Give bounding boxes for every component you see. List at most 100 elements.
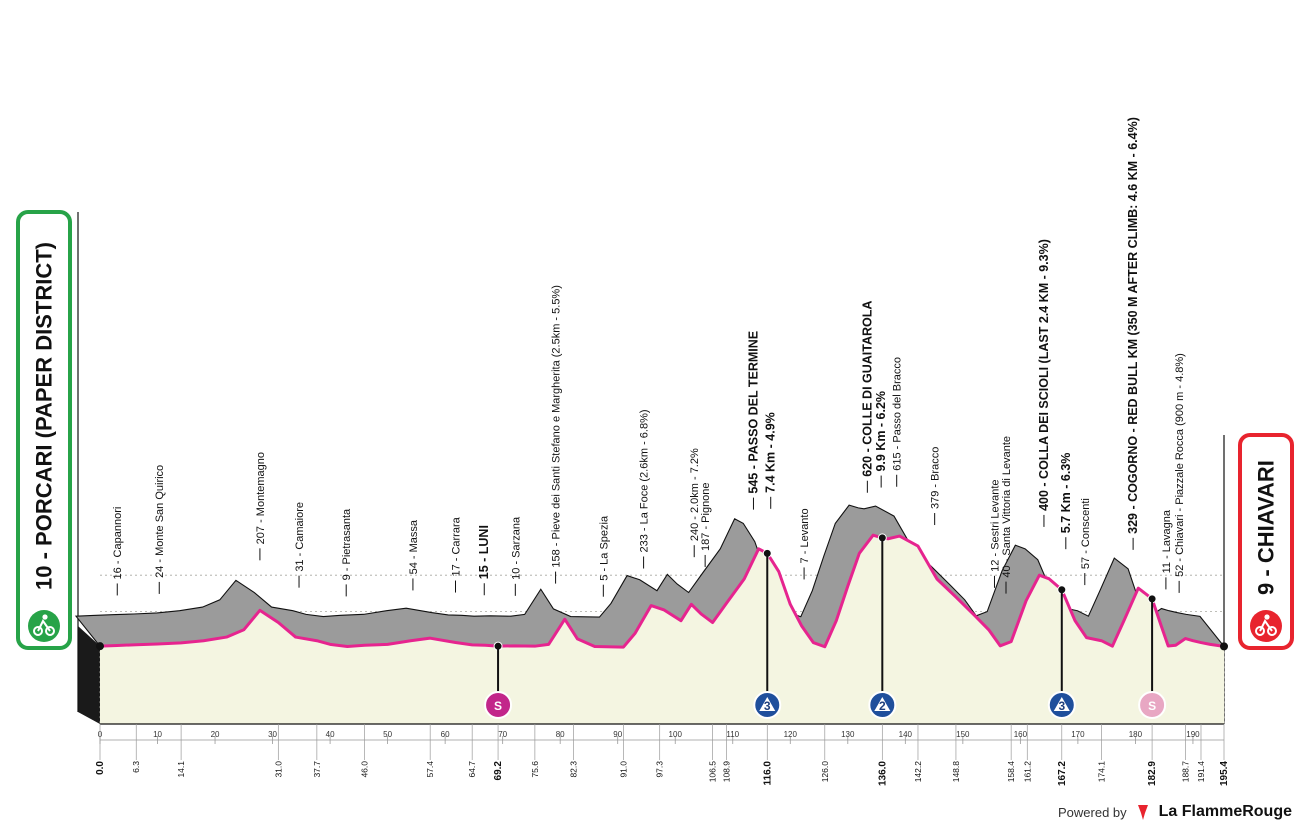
- start-dot: [96, 642, 104, 651]
- location-label: 187 - Pignone: [700, 482, 712, 551]
- waypoint-km-label: 6.3: [131, 761, 141, 773]
- waypoint-km-label: 46.0: [360, 761, 370, 778]
- location-label: 40 - Santa Vittoria di Levante: [1001, 436, 1013, 578]
- distance-tick-label: 50: [383, 730, 392, 739]
- brand-name: La FlammeRouge: [1158, 803, 1292, 820]
- location-label: 158 - Pieve dei Santi Stefano e Margheri…: [551, 285, 563, 567]
- location-label: 54 - Massa: [408, 519, 420, 574]
- location-label: 10 - Sarzana: [510, 516, 522, 580]
- waypoint-km-label: 64.7: [467, 761, 477, 778]
- waypoint-km-label: 136.0: [877, 761, 888, 786]
- distance-tick-label: 30: [268, 730, 277, 739]
- start-rider-body-icon: [37, 619, 51, 632]
- finish-rider-head-icon: [1264, 614, 1270, 620]
- waypoint-km-label: 158.4: [1006, 761, 1016, 783]
- waypoint-km-label: 191.4: [1196, 761, 1206, 783]
- distance-tick-label: 190: [1186, 730, 1200, 739]
- distance-tick-label: 170: [1071, 730, 1085, 739]
- waypoint-km-label: 142.2: [913, 761, 923, 783]
- finish-wheel-icon: [1255, 626, 1265, 636]
- waypoint-km-label: 167.2: [1057, 761, 1068, 786]
- waypoint-km-label: 82.3: [568, 761, 578, 778]
- location-label: 5 - La Spezia: [598, 515, 610, 581]
- location-label: 7 - Levanto: [799, 508, 811, 563]
- flamme-rouge-logo-icon: [1137, 805, 1148, 820]
- location-label: 15 - LUNI: [477, 525, 491, 579]
- distance-tick-label: 110: [726, 730, 739, 739]
- kom-mountain-icon: [874, 697, 891, 711]
- location-label: 5.7 Km - 6.3%: [1059, 453, 1073, 534]
- distance-tick-label: 160: [1014, 730, 1028, 739]
- location-label: 31 - Camaiore: [294, 502, 306, 572]
- finish-wheel-icon: [1267, 626, 1277, 636]
- location-label: 400 - COLLA DEI SCIOLI (LAST 2.4 KM - 9.…: [1037, 239, 1051, 511]
- waypoint-km-label: 195.4: [1219, 761, 1230, 786]
- waypoint-km-label: 148.8: [951, 761, 961, 783]
- bonus-marker-label: S: [1148, 699, 1156, 713]
- distance-tick-label: 20: [211, 730, 220, 739]
- base-left-face: [78, 626, 100, 724]
- location-label: 240 - 2.0km - 7.2%: [689, 448, 701, 541]
- waypoint-km-label: 116.0: [762, 761, 773, 786]
- kom-marker-label: 3: [764, 699, 771, 713]
- distance-tick-label: 130: [841, 730, 855, 739]
- location-label: 615 - Passo del Bracco: [892, 357, 904, 471]
- distance-tick-label: 40: [326, 730, 335, 739]
- finish-dot: [1220, 642, 1228, 651]
- profile-base-layer: [77, 212, 1225, 724]
- distance-tick-label: 150: [956, 730, 970, 739]
- waypoint-km-label: 182.9: [1147, 761, 1158, 786]
- powered-by-text: Powered by: [1057, 804, 1127, 820]
- location-label: 620 - COLLE DI GUAITAROLA: [860, 301, 874, 477]
- powered-by-footer: Powered by La FlammeRouge: [1058, 803, 1292, 821]
- start-title: 10 - PORCARI (PAPER DISTRICT): [32, 242, 57, 590]
- location-label: 9 - Pietrasanta: [341, 508, 353, 580]
- location-label: 233 - La Foce (2.6km - 6.8%): [639, 409, 651, 552]
- location-label: 7.4 Km - 4.9%: [764, 412, 778, 493]
- waypoint-km-label: 97.3: [655, 761, 665, 778]
- sprint-marker-label: S: [494, 699, 502, 713]
- location-label: 24 - Monte San Quirico: [154, 465, 166, 578]
- finish-badge: [1238, 433, 1294, 650]
- distance-tick-label: 120: [784, 730, 798, 739]
- location-label: 329 - COGORNO - RED BULL KM (350 M AFTER…: [1126, 117, 1140, 534]
- waypoint-km-label: 161.2: [1022, 761, 1032, 783]
- sprint-marker: [484, 691, 513, 719]
- waypoint-km-label: 57.4: [425, 761, 435, 778]
- waypoint-km-label: 108.9: [721, 761, 731, 783]
- location-label: 545 - PASSO DEL TERMINE: [746, 331, 760, 494]
- distance-tick-label: 60: [441, 730, 450, 739]
- waypoint-km-label: 69.2: [493, 761, 504, 781]
- finish-rider-body-icon: [1259, 619, 1273, 632]
- finish-title: 9 - CHIAVARI: [1254, 460, 1279, 595]
- distance-tick-label: 90: [613, 730, 622, 739]
- location-label: 379 - Bracco: [930, 447, 942, 509]
- profile-front-face: [100, 535, 1224, 724]
- distance-tick-label: 140: [899, 730, 913, 739]
- location-label: 16 - Capannori: [112, 507, 124, 580]
- kom-marker-label: 3: [1058, 699, 1065, 713]
- waypoint-km-label: 126.0: [820, 761, 830, 783]
- location-label: 57 - Conscenti: [1080, 498, 1092, 569]
- location-label: 11 - Lavagna: [1161, 509, 1173, 573]
- distance-tick-label: 10: [153, 730, 162, 739]
- start-wheel-icon: [45, 626, 55, 636]
- waypoint-km-label: 37.7: [312, 761, 322, 778]
- start-wheel-icon: [33, 626, 43, 636]
- waypoint-km-label: 31.0: [273, 761, 283, 778]
- bonus-marker: [1138, 691, 1167, 719]
- location-label: 12 - Sestri Levante: [989, 479, 1001, 571]
- start-finish-badges: 10 - PORCARI (PAPER DISTRICT) 9 - CHIAVAR…: [16, 210, 1294, 650]
- kom-mountain-icon: [1053, 697, 1070, 711]
- location-label: 52 - Chiavari - Piazzale Rocca (900 m - …: [1174, 353, 1186, 577]
- climb-sprint-markers: S 3 2 3 S: [484, 537, 1167, 719]
- start-rider-head-icon: [42, 614, 48, 620]
- location-label: 207 - Montemagno: [255, 452, 267, 544]
- distance-axis: 0102030405060708090100110120130140150160…: [95, 723, 1230, 786]
- location-label: 17 - Carrara: [450, 516, 462, 576]
- waypoint-km-label: 91.0: [618, 761, 628, 778]
- location-label: 9.9 Km - 6.2%: [874, 391, 888, 472]
- location-labels: 16 - Capannori 24 - Monte San Quirico 207 …: [112, 117, 1186, 597]
- elevation-profile-layer: [74, 504, 1228, 724]
